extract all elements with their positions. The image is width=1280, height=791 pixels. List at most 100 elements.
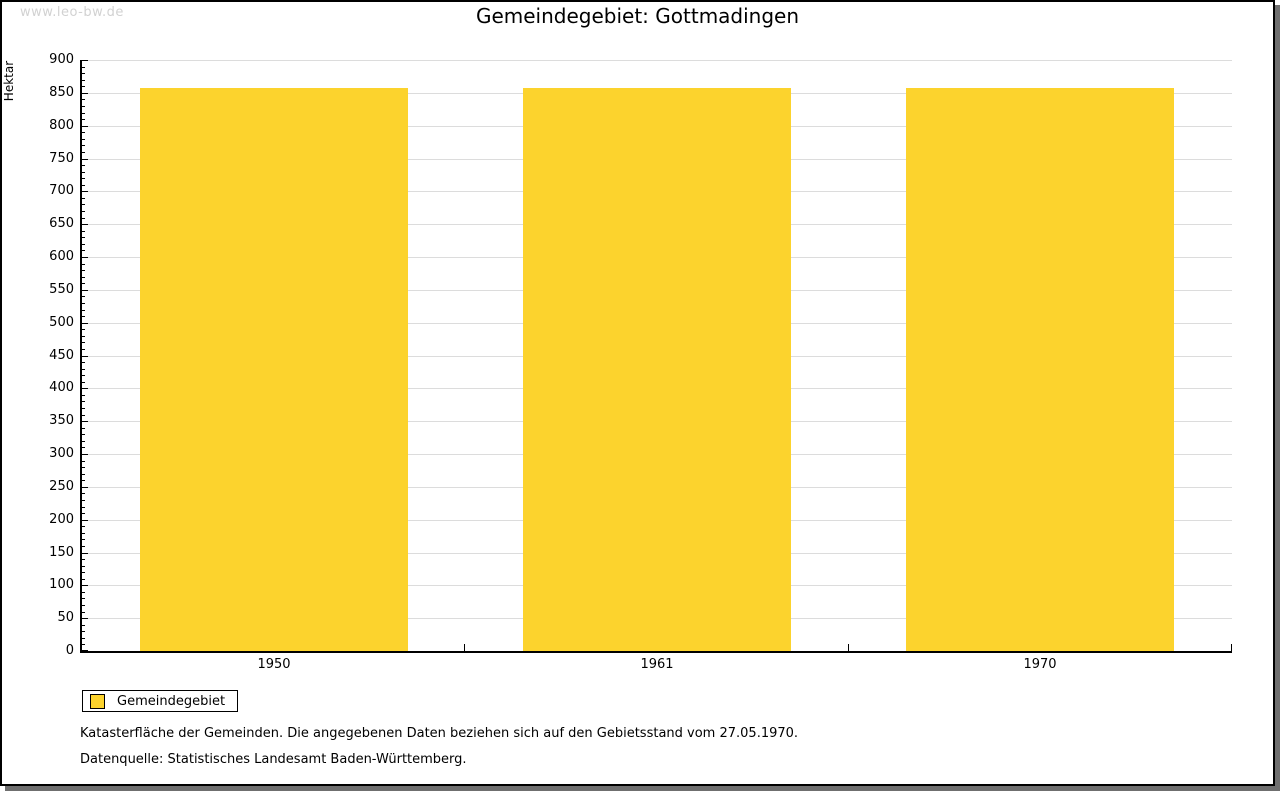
y-minor-tick	[82, 539, 85, 540]
y-minor-tick	[82, 375, 85, 376]
y-minor-tick	[82, 579, 85, 580]
y-tick-label: 50	[57, 610, 74, 625]
y-minor-tick	[82, 434, 85, 435]
x-category-label: 1970	[1023, 657, 1057, 672]
y-major-tick	[82, 60, 88, 61]
y-minor-tick	[82, 631, 85, 632]
y-minor-tick	[82, 566, 85, 567]
y-minor-tick	[82, 329, 85, 330]
y-axis-label: Hektar	[2, 60, 16, 102]
bar-1961	[523, 88, 791, 651]
y-minor-tick	[82, 303, 85, 304]
bar-1950	[140, 88, 408, 651]
footnote-description: Katasterfläche der Gemeinden. Die angege…	[80, 726, 799, 741]
y-minor-tick	[82, 296, 85, 297]
y-tick-label: 200	[49, 512, 74, 527]
y-minor-tick	[82, 513, 85, 514]
y-minor-tick	[82, 132, 85, 133]
y-minor-tick	[82, 349, 85, 350]
y-tick-label: 800	[49, 118, 74, 133]
y-minor-tick	[82, 546, 85, 547]
y-minor-tick	[82, 277, 85, 278]
y-minor-tick	[82, 264, 85, 265]
x-category-label: 1961	[640, 657, 674, 672]
y-tick-label: 250	[49, 479, 74, 494]
y-major-tick	[82, 487, 88, 488]
x-tick	[1231, 644, 1232, 651]
y-minor-tick	[82, 113, 85, 114]
y-minor-tick	[82, 644, 85, 645]
y-minor-tick	[82, 507, 85, 508]
y-major-tick	[82, 257, 88, 258]
y-minor-tick	[82, 382, 85, 383]
y-minor-tick	[82, 441, 85, 442]
y-major-tick	[82, 290, 88, 291]
y-minor-tick	[82, 447, 85, 448]
y-major-tick	[82, 421, 88, 422]
y-minor-tick	[82, 172, 85, 173]
x-tick	[464, 644, 465, 651]
y-major-tick	[82, 356, 88, 357]
y-major-tick	[82, 585, 88, 586]
y-minor-tick	[82, 67, 85, 68]
y-tick-label: 600	[49, 249, 74, 264]
plot-area: 0 50 100 150 200 250 300 350 400 450 500 550 600 650 7…	[49, 52, 1232, 672]
y-minor-tick	[82, 625, 85, 626]
y-minor-tick	[82, 342, 85, 343]
chart-title: Gemeindegebiet: Gottmadingen	[475, 4, 800, 28]
gridline	[82, 60, 1232, 61]
y-major-tick	[82, 323, 88, 324]
y-tick-label: 550	[49, 282, 74, 297]
y-minor-tick	[82, 467, 85, 468]
legend-swatch-icon	[90, 693, 105, 709]
y-tick-label: 300	[49, 446, 74, 461]
y-minor-tick	[82, 218, 85, 219]
y-minor-tick	[82, 559, 85, 560]
watermark: www.leo-bw.de	[20, 5, 124, 20]
y-minor-tick	[82, 415, 85, 416]
y-minor-tick	[82, 204, 85, 205]
y-major-tick	[82, 159, 88, 160]
y-minor-tick	[82, 598, 85, 599]
y-tick-label: 450	[49, 348, 74, 363]
y-minor-tick	[82, 526, 85, 527]
y-tick-label: 500	[49, 315, 74, 330]
y-tick-label: 900	[49, 52, 74, 67]
y-minor-tick	[82, 500, 85, 501]
legend: Gemeindegebiet	[82, 690, 239, 712]
y-minor-tick	[82, 480, 85, 481]
y-minor-tick	[82, 106, 85, 107]
y-minor-tick	[82, 86, 85, 87]
y-minor-tick	[82, 369, 85, 370]
y-minor-tick	[82, 605, 85, 606]
y-minor-tick	[82, 638, 85, 639]
y-minor-tick	[82, 592, 85, 593]
y-minor-tick	[82, 244, 85, 245]
y-minor-tick	[82, 211, 85, 212]
bar-1970	[906, 88, 1174, 651]
y-tick-label: 400	[49, 380, 74, 395]
y-minor-tick	[82, 316, 85, 317]
legend-label: Gemeindegebiet	[117, 693, 226, 709]
y-tick-label: 150	[49, 545, 74, 560]
y-minor-tick	[82, 401, 85, 402]
y-tick-label: 100	[49, 577, 74, 592]
y-minor-tick	[82, 165, 85, 166]
y-minor-tick	[82, 362, 85, 363]
y-minor-tick	[82, 198, 85, 199]
y-minor-tick	[82, 119, 85, 120]
y-minor-tick	[82, 612, 85, 613]
y-minor-tick	[82, 152, 85, 153]
y-minor-tick	[82, 474, 85, 475]
y-tick-label: 350	[49, 413, 74, 428]
y-major-tick	[82, 126, 88, 127]
y-minor-tick	[82, 73, 85, 74]
y-minor-tick	[82, 250, 85, 251]
y-minor-tick	[82, 461, 85, 462]
y-minor-tick	[82, 283, 85, 284]
y-minor-tick	[82, 237, 85, 238]
y-minor-tick	[82, 99, 85, 100]
y-major-tick	[82, 650, 88, 651]
y-minor-tick	[82, 336, 85, 337]
y-major-tick	[82, 224, 88, 225]
